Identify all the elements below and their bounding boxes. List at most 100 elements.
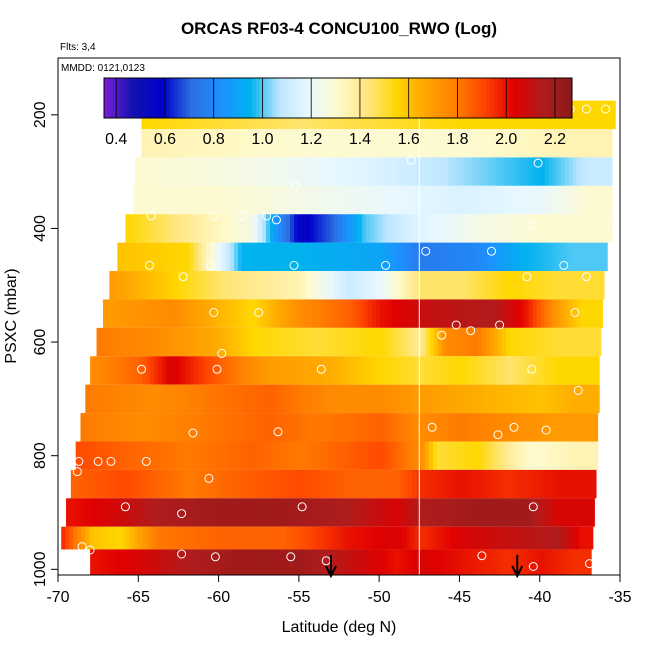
heatmap-cell — [355, 157, 361, 186]
heatmap-cell — [167, 299, 172, 328]
heatmap-cell — [357, 413, 363, 442]
heatmap-cell — [339, 549, 344, 575]
heatmap-cell — [180, 327, 186, 357]
heatmap-cell — [73, 526, 78, 550]
heatmap-cell — [489, 413, 495, 442]
heatmap-cell — [607, 129, 612, 158]
heatmap-cell — [461, 327, 467, 357]
heatmap-cell — [552, 299, 558, 328]
heatmap-cell — [552, 157, 558, 186]
heatmap-cell — [523, 498, 529, 527]
heatmap-cell — [278, 498, 284, 527]
heatmap-cell — [239, 299, 245, 328]
heatmap-cell — [245, 384, 251, 414]
heatmap-cell — [550, 384, 556, 414]
heatmap-cell — [283, 157, 289, 186]
y-tick-label: 800 — [32, 442, 49, 469]
heatmap-cell — [282, 356, 288, 385]
colorbar-swatch — [135, 78, 140, 118]
heatmap-cell — [376, 441, 382, 470]
colorbar-swatch — [139, 78, 144, 118]
heatmap-cell — [263, 299, 269, 328]
heatmap-cell — [139, 299, 144, 328]
heatmap-cell — [161, 384, 167, 414]
heatmap-cell — [269, 384, 275, 414]
heatmap-cell — [164, 413, 170, 442]
heatmap-cell — [294, 271, 299, 300]
heatmap-cell — [250, 498, 256, 527]
heatmap-cell — [235, 469, 241, 499]
heatmap-cell — [579, 271, 584, 300]
heatmap-cell — [515, 356, 521, 385]
heatmap-cell — [446, 526, 452, 550]
heatmap-cell — [607, 214, 612, 243]
heatmap-cell — [508, 299, 514, 328]
colorbar-swatch — [521, 78, 526, 118]
heatmap-cell — [374, 242, 379, 272]
heatmap-cell — [230, 549, 236, 575]
heatmap-cell — [358, 242, 363, 272]
heatmap-cell — [474, 271, 480, 300]
heatmap-cell — [446, 242, 452, 272]
heatmap-cell — [433, 327, 439, 357]
heatmap-cell — [90, 549, 95, 575]
data-point — [437, 330, 447, 340]
colorbar-tick-label: 0.6 — [154, 131, 176, 148]
heatmap-cell — [234, 498, 240, 527]
heatmap-cell — [145, 214, 151, 243]
heatmap-cell — [322, 549, 328, 575]
heatmap-cell — [228, 441, 233, 470]
heatmap-cell — [416, 299, 421, 328]
heatmap-cell — [350, 214, 355, 243]
data-point — [206, 260, 215, 270]
heatmap-cell — [98, 469, 104, 499]
data-point — [570, 308, 580, 317]
heatmap-cell — [516, 299, 522, 328]
data-point — [581, 272, 591, 282]
heatmap-cell — [154, 549, 159, 575]
heatmap-cell — [374, 271, 379, 300]
heatmap-cell — [227, 157, 233, 186]
heatmap-cell — [243, 157, 249, 186]
heatmap-cell — [165, 526, 171, 550]
heatmap-cell — [480, 157, 485, 186]
heatmap-cell — [195, 299, 200, 328]
heatmap-cell — [282, 384, 287, 414]
heatmap-cell — [222, 356, 228, 385]
heatmap-cell — [499, 356, 505, 385]
y-tick-label: 400 — [32, 215, 49, 242]
heatmap-cell — [520, 157, 526, 186]
heatmap-cell — [314, 526, 319, 550]
heatmap-cell — [571, 214, 576, 243]
colorbar-swatch — [568, 78, 573, 118]
heatmap-cell — [418, 384, 424, 414]
heatmap-cell — [497, 441, 502, 470]
heatmap-cell — [491, 356, 497, 385]
heatmap-cell — [261, 214, 267, 243]
heatmap-cell — [507, 498, 513, 527]
heatmap-cell — [499, 549, 505, 575]
heatmap-cell — [175, 469, 180, 499]
heatmap-cell — [396, 157, 401, 186]
heatmap-cell — [209, 214, 215, 243]
heatmap-cell — [558, 271, 564, 300]
heatmap-cell — [387, 299, 393, 328]
heatmap-cell — [323, 157, 329, 186]
heatmap-cell — [166, 549, 171, 575]
heatmap-cell — [98, 356, 103, 385]
heatmap-cell — [556, 469, 562, 499]
heatmap-cell — [543, 356, 549, 385]
heatmap-cell — [514, 526, 520, 550]
heatmap-cell — [201, 129, 207, 158]
heatmap-cell — [314, 271, 319, 300]
heatmap-cell — [257, 413, 262, 442]
heatmap-cell — [378, 214, 383, 243]
heatmap-cell — [359, 469, 365, 499]
heatmap-cell — [496, 157, 501, 186]
heatmap-cell — [369, 413, 375, 442]
heatmap-cell — [405, 413, 411, 442]
heatmap-cell — [149, 271, 155, 300]
heatmap-cell — [567, 526, 572, 550]
heatmap-cell — [177, 185, 183, 215]
colorbar-swatch — [361, 78, 366, 118]
